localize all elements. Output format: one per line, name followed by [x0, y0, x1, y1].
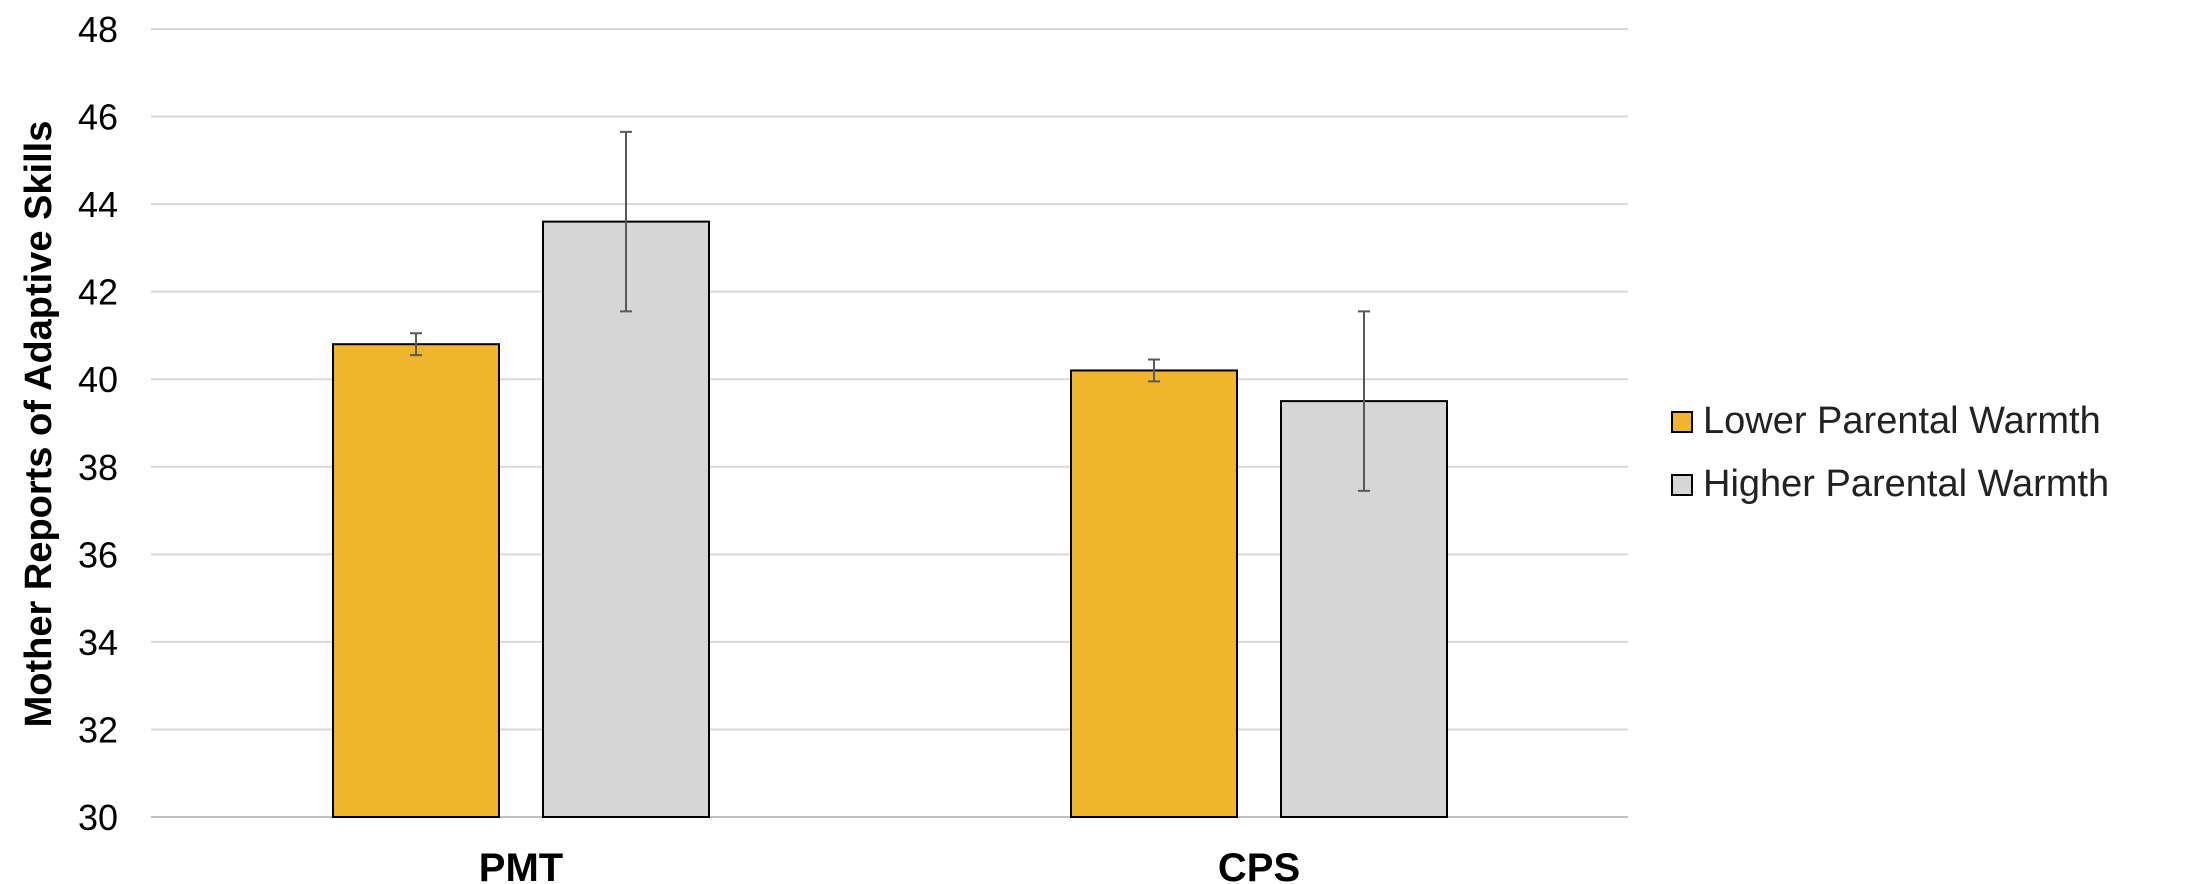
x-tick-label-pmt: PMT — [479, 846, 563, 884]
legend-label-lower-warmth: Lower Parental Warmth — [1703, 400, 2101, 442]
y-tick-label-38: 38 — [78, 447, 118, 488]
y-tick-label-34: 34 — [78, 622, 118, 663]
error-bar-pmt-series-1 — [620, 130, 632, 313]
y-tick-label-44: 44 — [78, 184, 118, 225]
legend-item-lower-warmth: Lower Parental Warmth — [1671, 390, 2109, 453]
legend-swatch-lower-warmth — [1671, 410, 1693, 433]
bar-pmt-series-0 — [332, 343, 500, 818]
y-tick-label-42: 42 — [78, 272, 118, 313]
y-tick-label-40: 40 — [78, 359, 118, 400]
legend-item-higher-warmth: Higher Parental Warmth — [1671, 453, 2109, 516]
y-tick-label-36: 36 — [78, 534, 118, 575]
y-tick-label-32: 32 — [78, 709, 118, 750]
error-bar-pmt-series-0 — [410, 332, 422, 357]
x-tick-label-cps: CPS — [1218, 846, 1300, 884]
legend: Lower Parental Warmth Higher Parental Wa… — [1671, 390, 2109, 516]
bar-cps-series-0 — [1070, 369, 1238, 818]
error-bar-cps-series-1 — [1358, 310, 1370, 492]
y-tick-label-30: 30 — [78, 797, 118, 838]
legend-swatch-higher-warmth — [1671, 473, 1693, 496]
y-tick-label-46: 46 — [78, 97, 118, 138]
y-axis-title: Mother Reports of Adaptive Skills — [18, 121, 60, 728]
legend-label-higher-warmth: Higher Parental Warmth — [1703, 463, 2110, 505]
y-tick-label-48: 48 — [78, 9, 118, 50]
bar-pmt-series-1 — [542, 220, 710, 819]
error-bar-cps-series-0 — [1148, 358, 1160, 383]
